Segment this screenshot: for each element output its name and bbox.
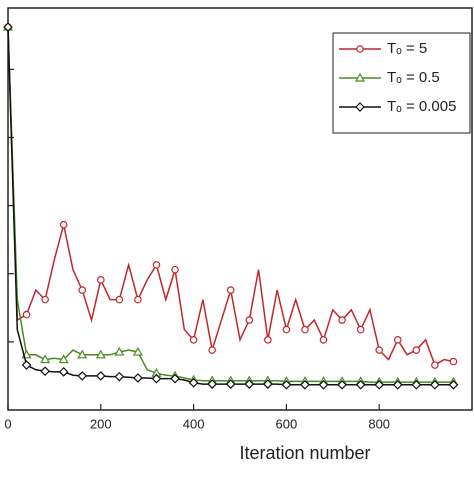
marker <box>95 349 106 359</box>
x-axis-label: Iteration number <box>239 443 370 463</box>
marker <box>115 295 124 304</box>
marker <box>225 379 236 389</box>
x-tick-label: 800 <box>368 416 390 431</box>
marker <box>152 261 161 269</box>
marker <box>245 316 254 324</box>
marker <box>264 336 272 344</box>
marker <box>318 379 329 390</box>
marker <box>170 373 180 384</box>
marker <box>78 286 87 294</box>
marker <box>77 371 88 381</box>
marker <box>226 286 235 294</box>
marker <box>3 22 13 32</box>
marker <box>188 377 199 388</box>
marker <box>338 316 346 324</box>
marker <box>393 336 402 344</box>
x-tick-label: 600 <box>276 416 298 431</box>
marker <box>244 379 255 389</box>
marker <box>392 379 403 390</box>
marker <box>132 346 143 356</box>
x-tick-label: 0 <box>4 416 11 431</box>
marker <box>21 360 32 370</box>
marker <box>356 325 365 334</box>
plot-frame <box>7 7 473 411</box>
marker <box>300 379 310 390</box>
marker <box>411 379 422 390</box>
marker <box>207 379 218 389</box>
marker <box>41 295 49 304</box>
marker <box>374 379 385 390</box>
marker <box>189 336 198 344</box>
marker <box>22 310 31 319</box>
marker <box>59 220 68 229</box>
marker <box>77 349 88 359</box>
legend-label: Tₒ = 5 <box>387 40 427 57</box>
marker <box>449 357 458 366</box>
marker <box>97 276 105 284</box>
marker <box>95 371 106 381</box>
legend-label: Tₒ = 0.5 <box>387 69 440 86</box>
marker <box>58 366 69 377</box>
marker <box>171 265 179 274</box>
marker <box>114 371 125 382</box>
marker <box>354 72 366 82</box>
marker <box>281 379 292 390</box>
marker <box>355 379 366 390</box>
marker <box>431 361 439 369</box>
marker <box>355 102 365 112</box>
x-tick-label: 200 <box>90 416 112 431</box>
marker <box>356 45 364 53</box>
marker <box>301 325 309 334</box>
legend-label: Tₒ = 0.005 <box>387 98 456 115</box>
marker <box>40 366 50 377</box>
marker <box>114 346 125 356</box>
marker <box>412 346 421 354</box>
marker <box>151 373 162 384</box>
marker <box>133 373 143 383</box>
x-tick-label: 400 <box>183 416 205 431</box>
marker <box>282 325 291 334</box>
marker <box>375 346 384 354</box>
marker <box>40 354 51 364</box>
marker <box>319 336 328 344</box>
marker <box>134 295 142 304</box>
marker <box>208 346 216 354</box>
marker <box>430 379 440 390</box>
marker <box>337 379 347 390</box>
marker <box>262 379 273 389</box>
marker <box>58 354 69 364</box>
marker <box>448 379 459 390</box>
